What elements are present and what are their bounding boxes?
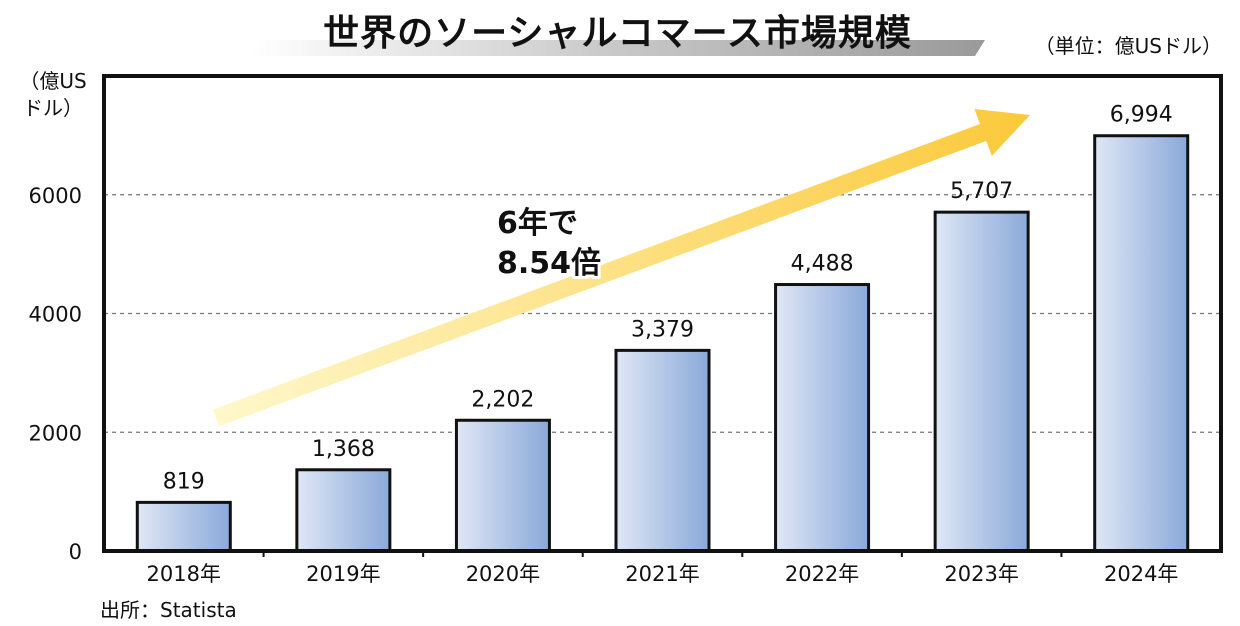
data-label: 3,379 (631, 317, 694, 342)
x-tick-label: 2022年 (785, 562, 859, 586)
x-tick-label: 2024年 (1104, 562, 1178, 586)
data-label: 1,368 (312, 437, 375, 462)
bar (933, 210, 1030, 553)
x-tick-label: 2019年 (306, 562, 380, 586)
y-axis-unit-line-2: ドル） (23, 96, 83, 120)
bar (454, 418, 551, 553)
data-label: 819 (163, 469, 205, 494)
bar (135, 500, 232, 553)
y-tick-label: 4000 (29, 303, 82, 327)
annotation-line: 8.54倍 (497, 246, 601, 281)
growth-arrow-shape (212, 109, 1030, 427)
bar (1093, 134, 1190, 553)
y-tick-label: 6000 (29, 184, 82, 208)
chart-title: 世界のソーシャルコマース市場規模 (323, 13, 912, 54)
labels: 0 2000 4000 6000 819 2018年 1,368 2019年 2,202 2020… (29, 103, 1179, 586)
x-tick-label: 2021年 (625, 562, 699, 586)
data-label: 4,488 (791, 252, 854, 277)
x-tick-label: 2020年 (466, 562, 540, 586)
bars (135, 134, 1190, 553)
growth-arrow (212, 109, 1030, 427)
x-tick-label: 2023年 (944, 562, 1018, 586)
data-label: 5,707 (950, 179, 1013, 204)
bar (774, 283, 871, 553)
axis-ticks (262, 550, 1063, 557)
y-axis-unit-line-1: （億US (19, 69, 87, 93)
bar (295, 468, 392, 553)
gridlines (104, 194, 1221, 433)
unit-note: （単位：億USドル） (1034, 34, 1222, 58)
title-underline-band (250, 40, 985, 56)
data-label: 6,994 (1110, 103, 1173, 128)
y-tick-label: 2000 (29, 421, 82, 445)
annotation-line: 6年で (497, 206, 578, 241)
y-axis-unit: （億US ドル） (8, 68, 98, 122)
bar (614, 348, 711, 553)
y-tick-label: 0 (69, 540, 82, 564)
data-label: 2,202 (471, 387, 534, 412)
plot-frame (102, 74, 1223, 553)
x-tick-label: 2018年 (147, 562, 221, 586)
source-note: 出所：Statista (100, 598, 237, 622)
